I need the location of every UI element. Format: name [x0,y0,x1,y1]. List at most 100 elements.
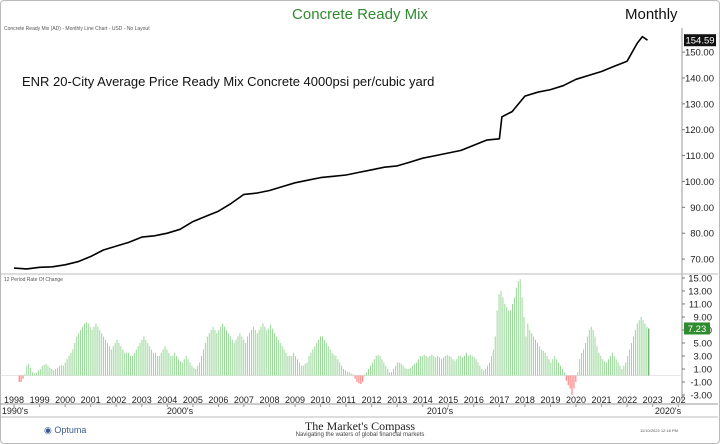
roc-bar [544,352,546,376]
roc-bar [615,359,617,376]
roc-bar [581,352,583,376]
roc-bar [389,372,391,376]
roc-bar [34,373,35,376]
roc-bar [178,359,179,376]
roc-bar [456,359,458,376]
last-price-badge [684,34,716,47]
roc-bar [419,355,421,376]
roc-bar [32,372,34,376]
roc-bar [561,368,563,376]
roc-bar [306,362,308,376]
roc-bar [72,349,74,376]
roc-bar [112,346,114,376]
roc-bar [201,355,202,376]
roc-bar [149,346,151,376]
roc-bar [70,352,72,376]
y-tick-label: 100.00 [685,177,714,188]
roc-bar [260,326,262,376]
roc-bar [575,375,577,382]
roc-bar [231,339,233,376]
roc-bar [469,354,471,376]
roc-bar [611,352,613,376]
roc-bar [608,359,609,376]
last-roc-label: 7.23 [688,324,707,335]
roc-y-tick-label: 9.00 [694,312,713,323]
roc-bar [385,365,387,376]
roc-bar [487,365,488,376]
roc-bar [525,336,527,376]
roc-bar [379,355,381,376]
roc-bar [396,362,398,376]
y-tick-label: 150.00 [685,48,714,59]
x-tick-label: 2003 [132,395,152,405]
roc-bar [542,350,544,376]
roc-bar [465,352,467,376]
roc-bar [435,357,437,376]
roc-bar [274,333,275,376]
roc-bar [452,359,454,376]
roc-bar [577,372,579,376]
roc-bar [442,357,444,376]
roc-bar [158,355,160,376]
roc-bar [195,368,197,376]
roc-bar [598,352,600,376]
roc-bar [160,352,162,376]
roc-bar [270,324,272,376]
roc-bar [508,310,510,376]
roc-bar [571,375,573,395]
roc-bar [249,333,250,376]
roc-bar [454,361,456,376]
roc-bar [235,339,237,376]
roc-bar [356,375,358,382]
roc-bar [47,365,49,376]
x-tick-label: 2002 [106,395,126,405]
roc-bar [489,362,490,376]
x-tick-label: 2010 [311,395,331,405]
chart-title: Concrete Ready Mix [292,6,428,23]
roc-bar [429,355,431,376]
roc-bar [393,368,394,376]
roc-bar [533,336,535,376]
roc-bar [640,316,642,376]
roc-bar [632,336,634,376]
roc-bar [320,336,321,376]
roc-bar [634,329,636,376]
roc-panel-label: 12 Period Rate Of Change [4,277,63,283]
roc-bar [277,339,279,376]
roc-bar [502,297,504,376]
roc-bar [126,352,128,376]
roc-bar [391,372,393,376]
roc-bar [627,355,629,376]
roc-y-tick-label: 5.00 [694,338,713,349]
roc-bar [554,355,556,376]
roc-bar [118,342,120,376]
roc-bar [85,322,87,376]
x-tick-label: 2009 [285,395,305,405]
roc-bar [139,342,141,376]
roc-bar [381,359,383,376]
roc-bar [291,355,293,376]
roc-bar [26,365,28,376]
roc-bar [569,375,571,389]
roc-bar [398,362,400,376]
roc-bar [168,352,170,376]
roc-bar [609,355,611,376]
roc-bar [439,357,441,376]
roc-bar [266,329,268,376]
roc-bar [256,333,258,376]
roc-bar [295,355,297,376]
roc-bar [366,372,368,376]
roc-bar [475,359,477,376]
roc-bar [141,339,143,376]
roc-bar [181,362,183,376]
roc-bar [310,352,312,376]
roc-bar [345,370,346,376]
roc-bar [373,359,375,376]
x-tick-label: 2016 [464,395,484,405]
roc-bar [214,329,216,376]
roc-bar [166,349,168,376]
roc-bar [629,349,631,376]
roc-bar [335,355,337,376]
x-tick-label: 2015 [438,395,458,405]
roc-bar [43,365,45,376]
